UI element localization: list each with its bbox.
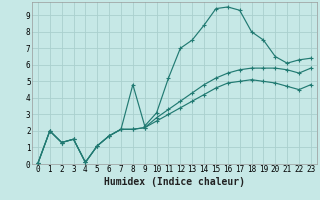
X-axis label: Humidex (Indice chaleur): Humidex (Indice chaleur)	[104, 177, 245, 187]
